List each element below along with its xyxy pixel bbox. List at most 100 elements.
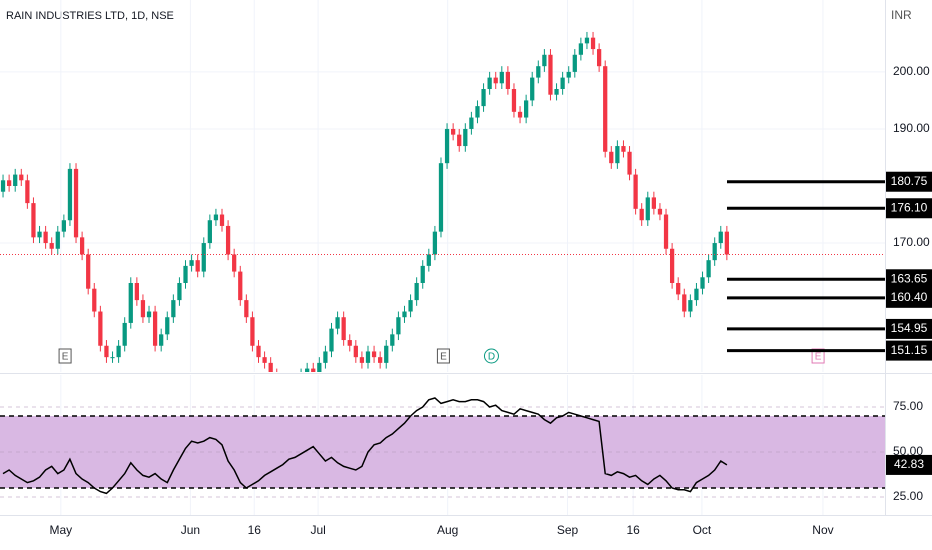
candle-body	[469, 117, 474, 129]
candle-body	[116, 345, 121, 358]
candle-body	[244, 300, 249, 318]
candle-body	[189, 260, 194, 266]
candle-body	[590, 37, 596, 50]
candle-body	[530, 77, 535, 101]
candle-body	[633, 174, 638, 209]
candle-body	[420, 265, 425, 283]
event-marker	[58, 348, 72, 364]
candle-body	[232, 254, 237, 272]
candle-body	[511, 89, 517, 112]
rsi-line	[2, 397, 728, 495]
candle-body	[19, 174, 24, 181]
x-tick-label: Nov	[812, 523, 833, 537]
candle-body	[572, 54, 577, 72]
rsi-pane	[0, 375, 885, 515]
candle-body	[457, 134, 462, 147]
candle-body	[669, 248, 675, 283]
candle-body	[317, 362, 322, 372]
level-label: 180.75	[891, 174, 928, 188]
candle-body	[639, 208, 644, 221]
axes: May Jun 16 Jul Aug Sep 16 Oct Nov 170.00 190.00 200…	[49, 64, 932, 537]
candle-body	[67, 168, 73, 221]
candle-body	[487, 77, 492, 90]
candle-body	[542, 54, 547, 67]
candle-body	[268, 362, 273, 372]
candle-body	[347, 340, 352, 346]
candle-body	[61, 220, 66, 232]
candle-body	[299, 374, 303, 380]
candle-body	[493, 77, 498, 84]
candle-body	[293, 380, 297, 386]
y-tick-label: 170.00	[893, 235, 930, 249]
level-label: 151.15	[891, 343, 928, 357]
candle-body	[122, 322, 127, 346]
candle-body	[627, 151, 632, 175]
x-tick-label: Aug	[437, 523, 458, 537]
candle-body	[408, 300, 413, 312]
candle-body	[341, 317, 346, 341]
candle-body	[645, 197, 650, 221]
candle-body	[73, 168, 79, 238]
y-tick-label: 75.00	[893, 399, 923, 413]
candle-body	[481, 89, 486, 107]
candle-body	[682, 294, 687, 312]
candle-body	[694, 288, 699, 301]
level-label: 154.95	[891, 321, 928, 335]
candle-body	[596, 49, 602, 67]
x-tick-label: Jun	[181, 523, 200, 537]
x-tick-label: Sep	[557, 523, 579, 537]
candle-body	[275, 374, 279, 380]
x-tick-label: Jul	[310, 523, 325, 537]
candle-body	[499, 71, 504, 84]
candle-body	[688, 300, 693, 312]
chart-title: RAIN INDUSTRIES LTD, 1D, NSE	[6, 10, 174, 22]
candle-body	[621, 146, 626, 152]
candle-body	[365, 351, 371, 363]
candle-body	[663, 214, 669, 249]
candle-body	[706, 260, 711, 278]
candle-body	[718, 231, 723, 244]
event-label: E	[815, 352, 822, 363]
candle-body	[37, 231, 42, 238]
level-label-bg	[886, 269, 932, 290]
candle-body	[140, 300, 146, 318]
candle-body	[335, 317, 340, 329]
last-value-label: 42.83	[894, 457, 924, 471]
candle-body	[92, 288, 97, 312]
x-tick-label: 16	[627, 523, 641, 537]
candle-body	[560, 77, 565, 90]
candle-body	[183, 265, 188, 283]
candle-body	[603, 66, 608, 152]
y-tick-label: 25.00	[893, 489, 923, 503]
candle-body	[724, 231, 729, 255]
level-label-bg	[886, 198, 932, 219]
candle-body	[31, 203, 36, 238]
candle-body	[432, 231, 438, 255]
candle-body	[396, 317, 401, 335]
level-label: 176.10	[891, 200, 928, 214]
candle-body	[657, 208, 663, 215]
candle-body	[207, 220, 212, 244]
candle-body	[323, 351, 328, 363]
candle-body	[25, 180, 30, 204]
candle-body	[262, 357, 267, 363]
level-label-bg	[886, 287, 932, 308]
candle-body	[219, 214, 225, 226]
candle-body	[213, 214, 219, 221]
event-label: E	[440, 352, 447, 363]
y-tick-label: 190.00	[893, 121, 930, 135]
y-tick-label: 50.00	[893, 444, 923, 458]
last-value-bg	[886, 454, 932, 475]
candle-body	[676, 282, 681, 295]
event-label: D	[488, 352, 495, 363]
candle-body	[578, 43, 584, 55]
candle-body	[13, 174, 18, 186]
candle-body	[371, 351, 377, 358]
candle-body	[177, 282, 182, 301]
candle-body	[554, 89, 559, 95]
candle-body	[359, 357, 365, 363]
candle-body	[311, 368, 316, 372]
level-label-bg	[886, 318, 932, 339]
